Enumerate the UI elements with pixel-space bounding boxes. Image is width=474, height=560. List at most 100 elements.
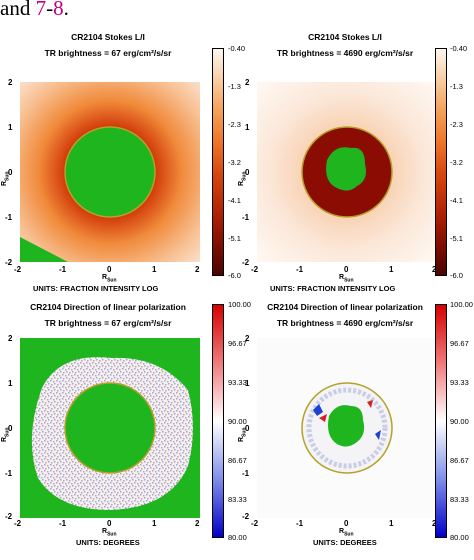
- x-tick: 0: [344, 519, 349, 528]
- units-label: UNITS: DEGREES: [76, 538, 140, 547]
- x-tick: -2: [251, 265, 259, 274]
- panel-polarization-4690: CR2104 Direction of linear polarization …: [237, 290, 474, 560]
- colorbar-tick: -3.2: [450, 158, 463, 167]
- y-tick: 1: [8, 123, 13, 132]
- colorbar-tick: -4.1: [450, 196, 463, 205]
- colorbar-tick: 93.33: [450, 378, 469, 387]
- colorbar-tick: 93.33: [228, 378, 247, 387]
- y-tick: 1: [8, 379, 13, 388]
- colorbar: [435, 48, 447, 276]
- colorbar-tick: 86.67: [450, 456, 469, 465]
- colorbar-tick: 90.00: [228, 417, 247, 426]
- colorbar-tick: -2.3: [228, 120, 241, 129]
- y-tick: -2: [5, 258, 13, 267]
- y-tick: 2: [8, 334, 13, 343]
- x-tick: -2: [251, 519, 259, 528]
- x-axis-label: RSun: [102, 528, 117, 538]
- colorbar-tick: 96.67: [228, 339, 247, 348]
- x-axis-label: RSun: [339, 528, 354, 538]
- colorbar-tick: 80.00: [450, 533, 469, 542]
- y-tick: 2: [245, 78, 250, 87]
- y-tick: 0: [245, 424, 250, 433]
- colorbar-tick: 100.00: [450, 300, 473, 309]
- panel-subtitle: TR brightness = 67 erg/cm²/s/sr: [44, 318, 172, 328]
- plot-image: [20, 82, 200, 262]
- x-tick: -1: [296, 265, 304, 274]
- colorbar-tick: -0.40: [228, 44, 246, 53]
- x-tick: 1: [152, 519, 157, 528]
- panel-title: CR2104 Direction of linear polarization: [30, 302, 186, 312]
- colorbar-tick: 96.67: [450, 339, 469, 348]
- colorbar-tick: -1.3: [228, 82, 241, 91]
- x-tick: 2: [195, 265, 200, 274]
- colorbar: [212, 48, 224, 276]
- colorbar: [212, 304, 224, 538]
- plot-image: [20, 338, 200, 518]
- x-tick: 1: [152, 265, 157, 274]
- x-tick: 0: [344, 265, 349, 274]
- colorbar: [435, 304, 447, 538]
- colorbar-tick: -3.2: [228, 158, 241, 167]
- colorbar-tick: 100.00: [228, 300, 251, 309]
- y-tick: 0: [8, 168, 13, 177]
- y-tick: -1: [242, 213, 250, 222]
- y-tick: -1: [5, 469, 13, 478]
- colorbar-tick: -6.0: [228, 271, 241, 280]
- x-tick: 1: [389, 519, 394, 528]
- panel-subtitle: TR brightness = 67 erg/cm²/s/sr: [44, 48, 172, 58]
- colorbar-tick: -0.40: [450, 44, 468, 53]
- text-heading: and 7-8.: [0, 0, 69, 20]
- colorbar-tick: 86.67: [228, 456, 247, 465]
- x-axis-label: RSun: [102, 274, 117, 284]
- colorbar-tick: 90.00: [450, 417, 469, 426]
- y-tick: 0: [245, 168, 250, 177]
- x-tick: 2: [432, 265, 436, 274]
- y-tick: -1: [242, 469, 250, 478]
- x-tick: 2: [195, 519, 200, 528]
- x-tick: 2: [432, 519, 436, 528]
- y-tick: -2: [242, 258, 250, 267]
- units-label: UNITS: DEGREES: [313, 538, 377, 547]
- plot-image: [257, 338, 437, 518]
- units-label: UNITS: FRACTION INTENSITY LOG: [33, 284, 159, 293]
- y-axis-label: RSun: [1, 427, 11, 442]
- panel-title: CR2104 Stokes L/I: [71, 32, 145, 42]
- y-tick: 1: [245, 123, 250, 132]
- x-tick: -2: [14, 519, 22, 528]
- panel-title: CR2104 Direction of linear polarization: [267, 302, 423, 312]
- x-tick: -2: [14, 265, 22, 274]
- colorbar-tick: -1.3: [450, 82, 463, 91]
- panel-subtitle: TR brightness = 4690 erg/cm²/s/sr: [276, 48, 414, 58]
- panel-subtitle: TR brightness = 4690 erg/cm²/s/sr: [276, 318, 414, 328]
- y-tick: 0: [8, 424, 13, 433]
- panel-stokes-4690: CR2104 Stokes L/I TR brightness = 4690 e…: [237, 28, 474, 298]
- y-axis-label: RSun: [1, 171, 11, 186]
- y-axis-label: RSun: [238, 427, 248, 442]
- x-tick: -1: [59, 265, 67, 274]
- x-tick: 0: [107, 265, 112, 274]
- colorbar-tick: 83.33: [450, 495, 469, 504]
- panel-stokes-67: CR2104 Stokes L/I TR brightness = 67 erg…: [0, 28, 245, 298]
- panel-polarization-67: CR2104 Direction of linear polarization …: [0, 290, 251, 560]
- colorbar-tick: -4.1: [228, 196, 241, 205]
- x-tick: 0: [107, 519, 112, 528]
- colorbar-tick: -5.1: [228, 234, 241, 243]
- colorbar-tick: -5.1: [450, 234, 463, 243]
- y-tick: -2: [5, 512, 13, 521]
- panel-title: CR2104 Stokes L/I: [308, 32, 382, 42]
- x-tick: 1: [389, 265, 394, 274]
- colorbar-tick: 80.00: [228, 533, 247, 542]
- plot-image: [257, 82, 437, 262]
- colorbar-tick: -2.3: [450, 120, 463, 129]
- units-label: UNITS: FRACTION INTENSITY LOG: [270, 284, 396, 293]
- x-tick: -1: [59, 519, 67, 528]
- x-axis-label: RSun: [339, 274, 354, 284]
- y-tick: 1: [245, 379, 250, 388]
- y-tick: 2: [245, 334, 250, 343]
- y-tick: -2: [242, 512, 250, 521]
- y-tick: 2: [8, 78, 13, 87]
- x-tick: -1: [296, 519, 304, 528]
- colorbar-tick: 83.33: [228, 495, 247, 504]
- y-tick: -1: [5, 213, 13, 222]
- colorbar-tick: -6.0: [450, 271, 463, 280]
